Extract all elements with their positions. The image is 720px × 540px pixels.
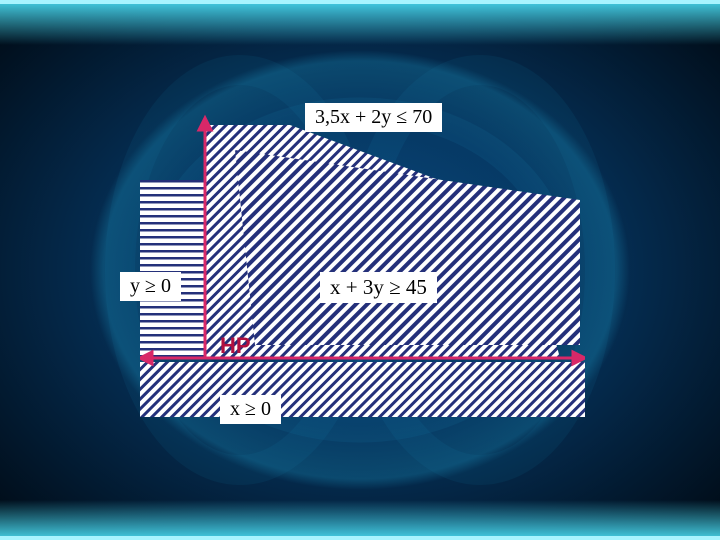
label-y-nonneg: y ≥ 0	[120, 272, 181, 301]
label-constraint-right: x + 3y ≥ 45	[320, 272, 437, 303]
region-left-hatched	[140, 180, 205, 358]
label-x-nonneg: x ≥ 0	[220, 395, 281, 424]
region-bottom-hatched	[140, 362, 585, 417]
region-constraint-b	[235, 150, 580, 345]
label-hp: HP	[220, 333, 251, 359]
lp-diagram: 3,5x + 2y ≤ 70 x + 3y ≥ 45 y ≥ 0 x ≥ 0 H…	[140, 110, 585, 440]
label-constraint-top: 3,5x + 2y ≤ 70	[305, 103, 442, 132]
